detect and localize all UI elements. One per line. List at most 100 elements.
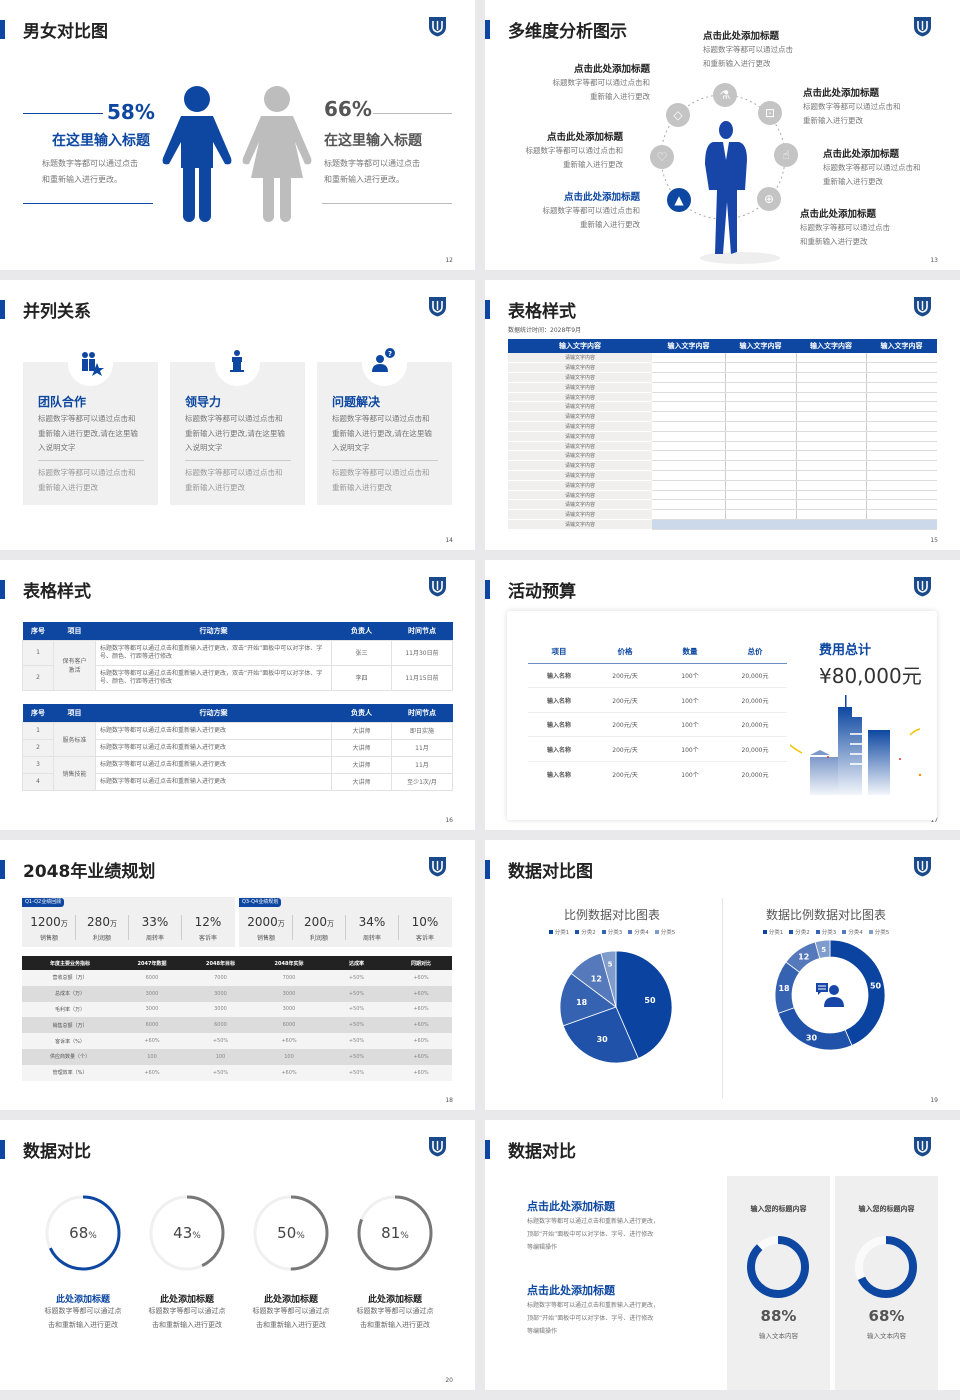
- table-cell[interactable]: [865, 441, 937, 452]
- table-cell[interactable]: [724, 499, 796, 511]
- table-cell[interactable]: [652, 411, 725, 423]
- pie-slice-分类1[interactable]: [615, 950, 673, 1059]
- table-cell[interactable]: [724, 372, 796, 383]
- table-cell[interactable]: [795, 499, 866, 511]
- table-cell[interactable]: [865, 450, 937, 462]
- diamond-icon[interactable]: ◇: [666, 103, 690, 127]
- table-cell[interactable]: [795, 480, 866, 491]
- table-cell[interactable]: [652, 509, 725, 521]
- table-cell[interactable]: [865, 411, 937, 423]
- table-cell[interactable]: [866, 519, 937, 530]
- table-cell[interactable]: [652, 431, 725, 442]
- item-title[interactable]: 点击此处添加标题: [823, 149, 900, 160]
- table-cell[interactable]: [795, 490, 866, 501]
- table-cell[interactable]: [865, 499, 937, 511]
- table-cell[interactable]: [795, 450, 866, 462]
- table-cell[interactable]: [795, 460, 866, 472]
- table-cell[interactable]: [652, 480, 725, 491]
- table-cell[interactable]: [724, 362, 796, 374]
- slide-18[interactable]: 2048年业绩规划 18 Q1-Q2业绩回顾 1200万 销售额 280万 利润额 33% 周转…: [0, 840, 475, 1110]
- table-cell[interactable]: [796, 519, 866, 530]
- slide-17[interactable]: 活动预算 17 项目 价格 数量 总价 输入名称 200元/天 100个 20,000元 输入名称 2…: [485, 560, 960, 830]
- table-cell[interactable]: [724, 382, 796, 393]
- table-cell[interactable]: [865, 392, 937, 403]
- table-cell[interactable]: [652, 362, 725, 374]
- table-cell[interactable]: [652, 460, 725, 472]
- table-cell[interactable]: [652, 450, 725, 462]
- donut-slice-分类2[interactable]: [777, 1007, 853, 1051]
- table-cell[interactable]: [865, 470, 937, 481]
- table-cell[interactable]: [724, 441, 796, 452]
- table-cell[interactable]: [795, 382, 866, 393]
- table-cell[interactable]: [795, 372, 866, 383]
- table-cell[interactable]: [725, 519, 796, 530]
- pie-slice-分类5[interactable]: [600, 950, 617, 1008]
- table-cell[interactable]: [795, 362, 866, 374]
- table-cell[interactable]: [724, 480, 796, 491]
- table-cell[interactable]: [795, 353, 866, 364]
- table-cell[interactable]: [724, 431, 796, 442]
- table-cell[interactable]: [724, 509, 796, 521]
- globe-icon[interactable]: ⊕: [757, 187, 781, 211]
- table-cell[interactable]: [795, 509, 866, 521]
- table-cell[interactable]: [795, 411, 866, 423]
- lock-icon[interactable]: ⊡: [758, 101, 782, 125]
- table-cell[interactable]: [724, 490, 796, 501]
- item-title[interactable]: 点击此处添加标题: [573, 64, 650, 75]
- graduation-cap-icon[interactable]: ▲: [667, 188, 691, 212]
- table-cell[interactable]: [865, 372, 937, 383]
- item-title[interactable]: 点击此处添加标题: [546, 132, 623, 143]
- table-cell[interactable]: [652, 490, 725, 501]
- table-cell[interactable]: [865, 490, 937, 501]
- table-cell[interactable]: [652, 401, 725, 413]
- table-cell[interactable]: [724, 353, 796, 364]
- table-cell[interactable]: [652, 519, 725, 530]
- table-cell[interactable]: [865, 460, 937, 472]
- slide-14[interactable]: 并列关系 14 团队合作 标题数字等都可以通过点击和 重新输入进行更改,请在这里输 入说明…: [0, 280, 475, 550]
- table-cell[interactable]: [652, 353, 725, 364]
- slide-20[interactable]: 数据对比 20 68% 此处添加标题 标题数字等都可以通过点 击和重新输入进行更改 43% 此…: [0, 1120, 475, 1390]
- slide-16[interactable]: 表格样式 16 序号 项目 行动方案 负责人 时间节点 1 保有客户激活 标题数字等都可以通过点击…: [0, 560, 475, 830]
- table-cell[interactable]: [652, 392, 725, 403]
- table-cell[interactable]: [724, 401, 796, 413]
- slide-19[interactable]: 数据对比图 19 比例数据对比图表 分类1 分类2 分类3 分类4 分类5 50 30 18 12 5 数…: [485, 840, 960, 1110]
- table-cell[interactable]: [652, 372, 725, 383]
- table-cell[interactable]: [724, 470, 796, 481]
- table-cell[interactable]: [865, 421, 937, 432]
- table-cell[interactable]: [795, 392, 866, 403]
- table-cell[interactable]: [724, 450, 796, 462]
- table-cell[interactable]: [865, 362, 937, 374]
- table-cell[interactable]: [795, 401, 866, 413]
- table-cell[interactable]: [652, 382, 725, 393]
- table-cell[interactable]: [795, 470, 866, 481]
- table-cell[interactable]: [724, 392, 796, 403]
- table-cell[interactable]: [865, 382, 937, 393]
- item-title[interactable]: 点击此处添加标题: [800, 209, 877, 220]
- table-cell[interactable]: [724, 411, 796, 423]
- item-title[interactable]: 点击此处添加标题: [803, 88, 880, 99]
- slide-13[interactable]: 多维度分析图示 13 ⚗ ⊡ ☝ ⊕ ◇ ♡ ▲ 点击此处添加标题 标题数字等都可以通过点击 和重新输…: [485, 0, 960, 270]
- item-title[interactable]: 点击此处添加标题: [563, 192, 640, 203]
- flask-icon[interactable]: ⚗: [713, 83, 737, 107]
- table-cell[interactable]: [795, 431, 866, 442]
- table-cell[interactable]: [865, 401, 937, 413]
- table-cell[interactable]: [865, 431, 937, 442]
- table-cell[interactable]: [724, 421, 796, 432]
- donut-slice-分类5[interactable]: [814, 939, 831, 959]
- table-cell[interactable]: [795, 421, 866, 432]
- thumbs-up-icon[interactable]: ☝: [774, 143, 798, 167]
- table-cell[interactable]: [865, 480, 937, 491]
- slide-15[interactable]: 表格样式 15 数据统计时间：2028年9月 输入文字内容 输入文字内容 输入文字内容 输入…: [485, 280, 960, 550]
- table-cell[interactable]: [724, 460, 796, 472]
- slide-21[interactable]: 数据对比21点击此处添加标题标题数字等都可以通过点击和重新输入进行更改，顶部“开…: [485, 1120, 960, 1390]
- item-title[interactable]: 点击此处添加标题: [703, 31, 780, 42]
- table-cell[interactable]: [652, 421, 725, 432]
- pie-slice-分类2[interactable]: [562, 1006, 639, 1064]
- table-cell[interactable]: [865, 509, 937, 521]
- pie-slice-分类3[interactable]: [559, 972, 617, 1027]
- table-cell[interactable]: [865, 353, 937, 364]
- table-cell[interactable]: [652, 441, 725, 452]
- table-cell[interactable]: [795, 441, 866, 452]
- table-cell[interactable]: [652, 470, 725, 481]
- heart-icon[interactable]: ♡: [650, 145, 674, 169]
